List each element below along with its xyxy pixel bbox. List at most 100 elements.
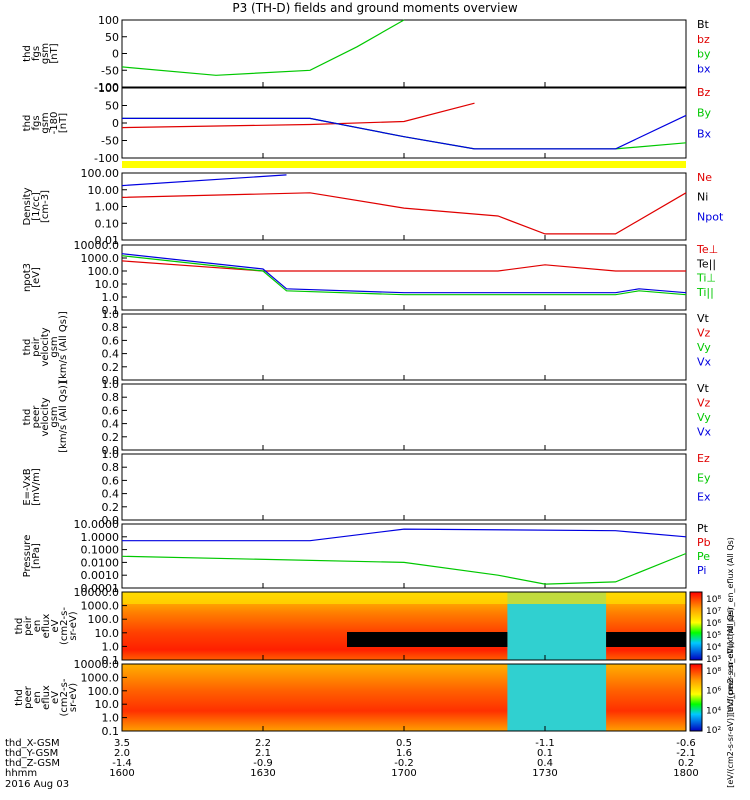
colorbar-tick-label: 10⁸ [706, 667, 721, 677]
y-tick-label: 0.1 [102, 725, 120, 738]
y-axis-label-line: gsm [49, 406, 60, 427]
y-axis-label-line: [km/s (All Qs)] [58, 381, 69, 453]
y-tick-label: 0.0 [102, 444, 120, 457]
colorbar-label: [eV/(cm2-s-sr-eV)] thd_peir_en_eflux (Al… [726, 537, 735, 715]
ephemeris-row-label: thd_X-GSM [5, 738, 60, 749]
legend-entry: bx [697, 62, 711, 75]
y-axis-label-line: [mV/m] [31, 468, 42, 506]
y-tick-label: 10000.0 [74, 658, 120, 671]
y-axis-label-line: sr-eV) [68, 683, 79, 712]
legend-entry: Npot [697, 210, 724, 223]
y-tick-label: 0.1000 [81, 544, 120, 557]
panel-frame [121, 453, 687, 521]
y-axis-label-line: Density [22, 187, 33, 225]
panel-3: 100.00 10.00 1.00 0.10 0.01 Density[1/cc][cm-… [22, 167, 724, 247]
series-line-Pe [121, 552, 687, 585]
legend-entry: Bx [697, 127, 712, 140]
legend-entry: Pe [697, 550, 710, 563]
y-axis-label-line: eV [50, 619, 61, 632]
y-axis-label-line: [nT] [49, 43, 60, 63]
y-axis-label-line: E=-VxB [22, 468, 33, 505]
spectrogram-dropout-left [347, 632, 508, 647]
y-axis-label-line: [1/cc] [31, 192, 42, 221]
ephemeris-value: 2.2 [255, 738, 271, 749]
legend-entry: Vx [697, 426, 712, 439]
y-axis-label-line: thd [22, 45, 33, 62]
y-tick-label: 0.10 [95, 217, 120, 230]
y-axis-label-line: en [32, 620, 43, 633]
y-tick-label: 0.2 [102, 501, 120, 514]
y-axis-label-line: eflux [41, 685, 52, 710]
ephemeris-value: -2.1 [676, 748, 696, 759]
colorbar-tick-label: 10² [706, 726, 721, 736]
y-tick-label: 0.0 [102, 514, 120, 527]
y-tick-label: 10.0000 [74, 518, 120, 531]
panel-stack: 100500-50-100thdfgsgsm[nT]Btbzbybx100500… [14, 14, 724, 738]
panel-frame [121, 244, 687, 311]
colorbar-tick-label: 10⁴ [706, 643, 721, 653]
series-line-Bz [121, 102, 475, 129]
x-tick-label: 1800 [673, 768, 698, 779]
x-tick-label: 1630 [250, 768, 275, 779]
y-tick-label: 0.6 [102, 474, 120, 487]
y-tick-label: 100.0 [88, 613, 120, 626]
spectrogram-dropout-right [606, 632, 686, 647]
y-tick-label: 0.0010 [81, 569, 120, 582]
time-axis-label: hhmm [5, 768, 37, 779]
y-axis-label-line: fgs [31, 46, 42, 61]
y-tick-label: 0.2 [102, 431, 120, 444]
y-axis-label-line: thd [22, 115, 33, 132]
panel-6: 1.00.80.60.40.20.0 thdpeervelocitygsm[km/… [22, 378, 712, 457]
legend-entry: Ne [697, 171, 712, 184]
colorbar-2 [689, 663, 703, 732]
legend-entry: Vz [697, 397, 711, 410]
legend-entry: Te⊥ [696, 243, 718, 256]
panel-frame [121, 313, 687, 381]
y-axis-label-line: (cm2-s- [59, 678, 70, 716]
panel-frame [121, 19, 687, 88]
ephemeris-value: 0.4 [537, 758, 553, 769]
colorbar-tick-label: 10⁶ [706, 619, 721, 629]
y-tick-label: 100.0 [88, 685, 120, 698]
y-axis-label-line: fgs [31, 115, 42, 130]
y-tick-label: 1.0 [102, 291, 120, 304]
y-axis-label-line: peir [31, 336, 42, 356]
legend-entry: Ni [697, 191, 708, 204]
ephemeris-value: 2.1 [255, 748, 271, 759]
ti-par-line [121, 253, 687, 294]
series-line-by [121, 19, 405, 76]
colorbar-group: 10⁸ 10⁷ 10⁶ 10⁵ 10⁴ 10³ [eV/(cm2-s-sr-eV)] thd… [689, 537, 735, 788]
legend-entry: bz [697, 33, 710, 46]
legend-entry: Ex [697, 491, 711, 504]
ephemeris-value: -0.2 [394, 758, 414, 769]
y-tick-label: -50 [101, 64, 119, 77]
series-line-Bx [122, 114, 687, 150]
y-tick-label: 0.4 [102, 488, 120, 501]
y-axis-label-line: peer [23, 685, 34, 709]
x-tick-label: 1700 [391, 768, 416, 779]
colorbar-tick-label: 10⁶ [706, 687, 721, 697]
y-axis-label-line: [nT] [58, 113, 69, 133]
series-line-Pt [122, 528, 687, 542]
y-tick-label: 50 [105, 100, 119, 113]
y-tick-label: 10.0 [95, 278, 120, 291]
y-tick-label: -100 [94, 152, 119, 165]
panel-7: 1.00.80.60.40.20.0 E=-VxB[mV/m] Ez Ey Ex [22, 448, 711, 527]
y-axis-label-line: npot3 [22, 263, 33, 292]
y-tick-label: 1.0 [102, 308, 120, 321]
ephemeris-value: 0.2 [678, 758, 694, 769]
legend-entry: Bz [697, 86, 711, 99]
legend-entry: by [697, 48, 711, 61]
y-tick-label: 1.0 [102, 640, 120, 653]
series-line-Ne [121, 192, 687, 235]
ephemeris-value: -1.4 [112, 758, 132, 769]
plot-title: P3 (TH-D) fields and ground moments over… [232, 1, 517, 15]
legend-entry: Ti⊥ [696, 272, 716, 285]
y-tick-label: 0.0 [102, 374, 120, 387]
y-tick-label: -100 [94, 81, 119, 94]
colorbar-tick-label: 10³ [706, 655, 721, 665]
y-axis-label-line: velocity [40, 397, 51, 436]
legend-entry: Bt [697, 18, 710, 31]
y-tick-label: 1.0 [102, 712, 120, 725]
